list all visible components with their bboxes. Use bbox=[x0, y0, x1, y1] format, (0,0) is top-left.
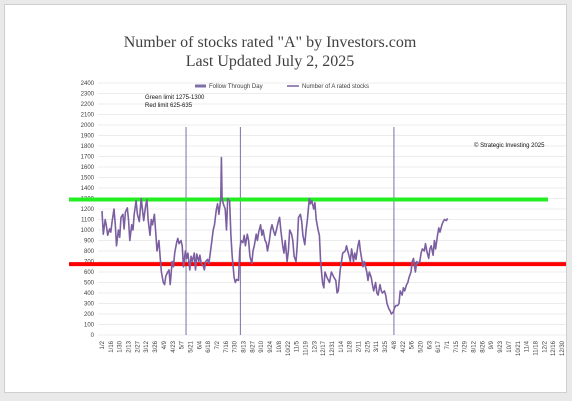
red-limit-note: Red limit 625-635 bbox=[145, 103, 193, 109]
y-tick-label: 1400 bbox=[81, 186, 95, 192]
x-tick-label: 7/2 bbox=[215, 340, 221, 349]
x-tick-label: 6/18 bbox=[206, 340, 212, 352]
copyright-note: © Strategic Investing 2025 bbox=[474, 142, 545, 149]
x-tick-label: 11/5 bbox=[295, 340, 301, 352]
y-tick-label: 100 bbox=[84, 323, 95, 329]
x-tick-label: 1/30 bbox=[118, 340, 124, 352]
y-tick-label: 0 bbox=[91, 333, 95, 339]
x-tick-label: 5/21 bbox=[188, 340, 194, 352]
x-tick-label: 10/22 bbox=[286, 340, 292, 356]
y-tick-label: 900 bbox=[84, 239, 95, 245]
x-tick-label: 10/8 bbox=[277, 340, 283, 352]
x-tick-label: 4/23 bbox=[171, 340, 177, 352]
legend: Follow Through Day Number of A rated sto… bbox=[195, 84, 369, 90]
x-tick-label: 11/18 bbox=[533, 340, 539, 355]
x-tick-label: 9/9 bbox=[489, 340, 495, 349]
x-tick-label: 1/16 bbox=[109, 340, 115, 352]
x-tick-label: 9/10 bbox=[259, 340, 265, 352]
y-tick-label: 400 bbox=[84, 291, 95, 297]
y-tick-label: 1000 bbox=[81, 228, 95, 234]
x-tick-label: 7/16 bbox=[224, 340, 230, 352]
chart-title-line2: Last Updated July 2, 2025 bbox=[186, 53, 354, 70]
y-tick-label: 1100 bbox=[81, 218, 95, 224]
x-tick-label: 1/2 bbox=[100, 340, 106, 349]
x-tick-label: 5/6 bbox=[410, 340, 416, 349]
chart-title-line1: Number of stocks rated "A" by Investors.… bbox=[124, 34, 417, 51]
y-tick-label: 600 bbox=[84, 270, 95, 276]
y-tick-label: 1500 bbox=[81, 176, 95, 182]
y-tick-label: 1600 bbox=[81, 165, 95, 171]
x-tick-label: 12/2 bbox=[542, 340, 548, 352]
x-tick-label: 5/20 bbox=[418, 340, 424, 352]
x-tick-label: 12/16 bbox=[551, 340, 557, 356]
x-tick-label: 4/9 bbox=[162, 340, 168, 349]
x-tick-label: 10/21 bbox=[516, 340, 522, 356]
x-tick-label: 10/7 bbox=[507, 340, 513, 352]
x-tick-label: 3/12 bbox=[144, 340, 150, 352]
y-tick-label: 2300 bbox=[81, 92, 95, 98]
x-tick-label: 7/1 bbox=[445, 340, 451, 349]
x-tick-label: 12/30 bbox=[560, 340, 566, 356]
x-tick-label: 6/4 bbox=[197, 340, 203, 349]
y-tick-label: 1200 bbox=[81, 207, 95, 213]
x-tick-label: 8/12 bbox=[472, 340, 478, 352]
x-tick-label: 12/31 bbox=[330, 340, 336, 356]
y-axis-ticks: 0100200300400500600700800900100011001200… bbox=[81, 81, 95, 339]
x-tick-label: 12/3 bbox=[312, 340, 318, 352]
x-tick-label: 5/7 bbox=[180, 340, 186, 349]
y-tick-label: 2400 bbox=[81, 81, 95, 87]
x-tick-label: 2/13 bbox=[127, 340, 133, 352]
y-tick-label: 1700 bbox=[81, 155, 95, 161]
y-tick-label: 500 bbox=[84, 281, 95, 287]
x-tick-label: 8/13 bbox=[242, 340, 248, 352]
y-tick-label: 2200 bbox=[81, 102, 95, 108]
x-tick-label: 3/25 bbox=[383, 340, 389, 352]
x-tick-label: 2/11 bbox=[357, 340, 363, 352]
x-tick-label: 11/4 bbox=[525, 340, 531, 352]
x-tick-label: 11/19 bbox=[303, 340, 309, 355]
x-tick-label: 7/15 bbox=[454, 340, 460, 352]
y-tick-label: 2100 bbox=[81, 113, 95, 119]
x-tick-label: 4/8 bbox=[392, 340, 398, 349]
series-layer bbox=[101, 156, 449, 315]
x-tick-label: 6/3 bbox=[427, 340, 433, 349]
x-tick-label: 7/30 bbox=[233, 340, 239, 352]
x-tick-label: 2/27 bbox=[135, 340, 141, 352]
x-tick-label: 3/11 bbox=[374, 340, 380, 352]
x-tick-label: 8/26 bbox=[480, 340, 486, 352]
y-tick-label: 800 bbox=[84, 249, 95, 255]
x-tick-label: 4/22 bbox=[401, 340, 407, 352]
y-tick-label: 200 bbox=[84, 312, 95, 318]
x-tick-label: 9/24 bbox=[268, 340, 274, 352]
y-tick-label: 300 bbox=[84, 302, 95, 308]
series-line-a-rated-stocks bbox=[101, 156, 449, 315]
x-tick-label: 1/14 bbox=[339, 340, 345, 352]
follow-through-day-lines bbox=[185, 127, 395, 335]
legend-label-series: Number of A rated stocks bbox=[302, 84, 369, 90]
x-tick-label: 7/29 bbox=[463, 340, 469, 352]
x-tick-label: 1/28 bbox=[348, 340, 354, 352]
y-tick-label: 2000 bbox=[81, 123, 95, 129]
x-tick-label: 3/26 bbox=[153, 340, 159, 352]
x-tick-label: 12/17 bbox=[321, 340, 327, 356]
x-tick-label: 8/27 bbox=[250, 340, 256, 352]
x-tick-label: 9/23 bbox=[498, 340, 504, 352]
green-limit-note: Green limit 1275-1300 bbox=[145, 95, 205, 101]
y-tick-label: 1800 bbox=[81, 144, 95, 150]
x-tick-label: 2/25 bbox=[365, 340, 371, 352]
gridlines bbox=[98, 82, 566, 336]
legend-label-ftd: Follow Through Day bbox=[209, 84, 263, 90]
x-tick-label: 6/17 bbox=[436, 340, 442, 352]
x-axis-ticks: 1/2 1/16 1/30 2/13 2/27 3/12 3/26 4/9 4/23 5/7 5/2… bbox=[100, 340, 566, 356]
y-tick-label: 1900 bbox=[81, 134, 95, 140]
